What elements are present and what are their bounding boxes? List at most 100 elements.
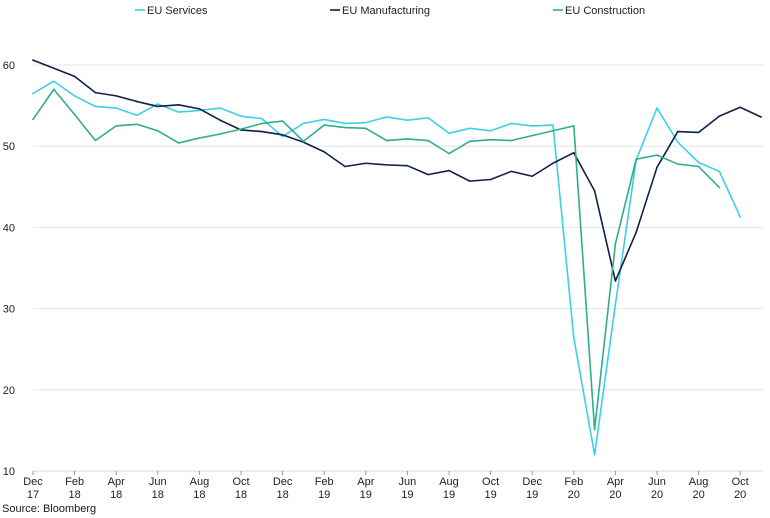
line-chart: EU Services EU Manufacturing EU Constructi…: [3, 5, 763, 500]
y-tick-label: 10: [3, 466, 15, 478]
data-point-eu-manufacturing: [115, 94, 118, 97]
data-point-eu-construction: [489, 138, 492, 141]
x-tick-year: 18: [193, 489, 205, 500]
data-point-eu-services: [718, 170, 721, 173]
data-point-eu-manufacturing: [448, 169, 450, 172]
data-point-eu-services: [385, 116, 388, 118]
data-point-eu-services: [156, 103, 159, 105]
data-point-eu-construction: [510, 139, 513, 142]
data-point-eu-services: [219, 107, 222, 109]
data-point-eu-services: [281, 135, 284, 138]
data-point-eu-construction: [572, 125, 575, 127]
series-line-eu-construction: [32, 88, 721, 431]
x-tick-month: Oct: [232, 476, 249, 488]
data-point-eu-construction: [281, 120, 284, 122]
x-tick-month: Dec: [23, 476, 43, 488]
x-tick-month: Apr: [357, 476, 374, 488]
data-point-eu-services: [593, 453, 596, 456]
x-tick-month: Feb: [564, 476, 583, 488]
data-point-eu-construction: [468, 140, 471, 143]
data-point-eu-manufacturing: [593, 189, 596, 192]
x-tick-year: 20: [651, 489, 663, 500]
data-point-eu-manufacturing: [531, 175, 534, 178]
data-point-eu-construction: [115, 125, 118, 127]
data-point-eu-services: [614, 303, 617, 306]
data-point-eu-construction: [156, 129, 159, 132]
data-point-eu-services: [115, 107, 118, 109]
legend-item-eu-services: EU Services: [135, 5, 208, 17]
data-point-eu-construction: [94, 139, 97, 142]
y-axis: 10 20 30 40 50 60: [3, 60, 15, 478]
data-point-eu-manufacturing: [73, 75, 76, 78]
gridlines: [33, 64, 763, 472]
data-point-eu-construction: [364, 127, 367, 130]
x-tick-month: Jun: [149, 476, 167, 488]
data-point-eu-construction: [718, 186, 721, 189]
data-point-eu-construction: [177, 142, 180, 144]
data-point-eu-manufacturing: [156, 105, 159, 108]
data-point-eu-construction: [198, 137, 201, 139]
data-point-eu-manufacturing: [427, 173, 430, 176]
data-point-eu-manufacturing: [281, 133, 284, 136]
data-point-eu-services: [427, 116, 430, 119]
data-point-eu-services: [32, 92, 34, 95]
data-point-eu-services: [260, 117, 263, 120]
data-point-eu-manufacturing: [697, 131, 700, 134]
x-tick-year: 20: [609, 489, 621, 500]
x-tick-month: Aug: [190, 476, 210, 488]
data-point-eu-manufacturing: [344, 165, 346, 168]
x-tick-month: Apr: [607, 476, 624, 488]
x-tick-month: Oct: [482, 476, 499, 488]
x-tick-month: Dec: [273, 476, 293, 488]
data-point-eu-construction: [531, 134, 534, 137]
x-tick-year: 19: [484, 489, 496, 500]
data-point-eu-services: [406, 119, 409, 122]
data-point-eu-services: [302, 122, 305, 125]
data-point-eu-services: [240, 115, 242, 118]
data-point-eu-manufacturing: [52, 67, 55, 70]
data-point-eu-services: [73, 94, 76, 97]
data-point-eu-services: [364, 121, 367, 124]
x-tick-year: 19: [360, 489, 372, 500]
data-point-eu-services: [177, 111, 180, 113]
series-line-eu-services: [32, 80, 742, 456]
data-point-eu-construction: [32, 118, 34, 121]
data-point-eu-manufacturing: [510, 170, 513, 173]
data-point-eu-construction: [614, 242, 617, 245]
legend-label: EU Manufacturing: [342, 5, 430, 17]
x-tick-month: Feb: [315, 476, 334, 488]
data-point-eu-manufacturing: [364, 162, 367, 165]
legend-item-eu-construction: EU Construction: [553, 5, 645, 17]
data-point-eu-manufacturing: [489, 178, 492, 181]
data-point-eu-manufacturing: [323, 150, 326, 153]
data-point-eu-manufacturing: [635, 231, 638, 234]
data-point-eu-services: [344, 122, 346, 125]
data-point-eu-services: [94, 105, 97, 108]
data-point-eu-construction: [302, 140, 305, 143]
y-tick-label: 50: [3, 141, 15, 153]
y-tick-label: 30: [3, 304, 15, 316]
data-point-eu-manufacturing: [32, 59, 34, 62]
data-point-eu-construction: [240, 128, 242, 131]
x-tick-month: Aug: [689, 476, 709, 488]
series-lines: [32, 59, 762, 456]
data-point-eu-manufacturing: [614, 280, 617, 282]
data-point-eu-construction: [52, 88, 55, 91]
data-point-eu-manufacturing: [739, 106, 742, 109]
x-tick-month: Dec: [522, 476, 542, 488]
x-tick-month: Oct: [732, 476, 749, 488]
data-point-eu-services: [697, 161, 700, 164]
data-point-eu-construction: [406, 137, 409, 140]
x-tick-year: 18: [152, 489, 164, 500]
y-tick-label: 40: [3, 222, 15, 234]
x-tick-year: 19: [401, 489, 413, 500]
legend-item-eu-manufacturing: EU Manufacturing: [330, 5, 430, 17]
source-note: Source: Bloomberg: [2, 503, 97, 515]
data-point-eu-services: [656, 107, 658, 109]
data-point-eu-manufacturing: [385, 163, 388, 166]
data-point-eu-construction: [552, 129, 554, 132]
data-point-eu-manufacturing: [760, 116, 762, 118]
data-point-eu-construction: [697, 165, 700, 168]
data-point-eu-construction: [136, 123, 138, 126]
x-axis: Dec17Feb18Apr18Jun18Aug18Oct18Dec18Feb19…: [23, 471, 749, 500]
